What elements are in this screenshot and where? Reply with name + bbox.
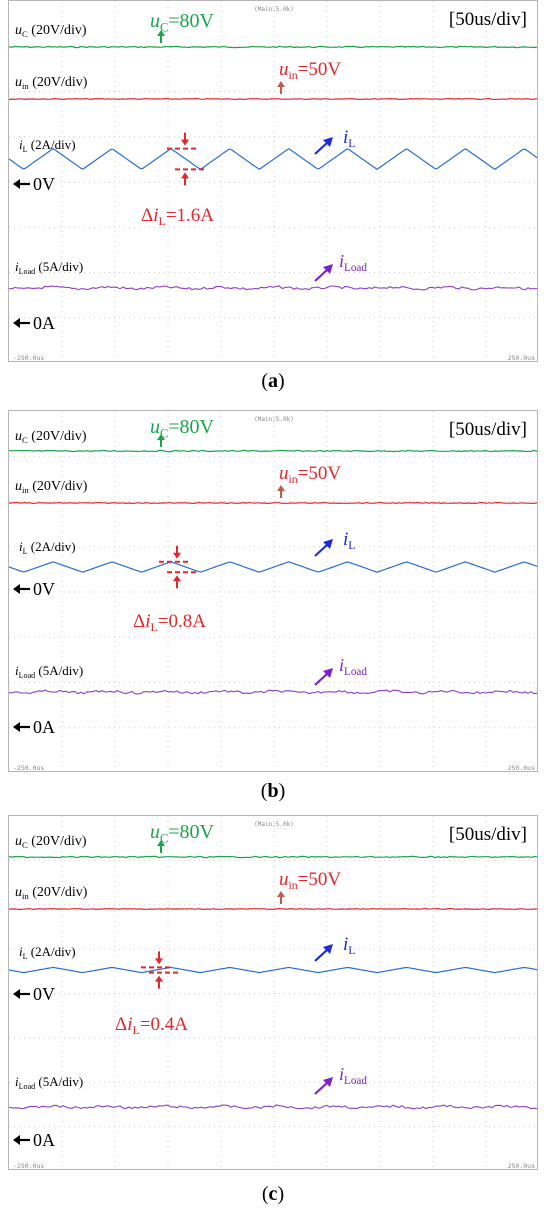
- annotation-iLoad: iLoad: [339, 251, 367, 274]
- trace-iL: [9, 147, 537, 171]
- panel-b: (Main:5.0k) -250.0us 250.0us [50us/div] uC (…: [8, 410, 538, 815]
- scope-screen-c: (Main:5.0k) -250.0us 250.0us [50us/div] uC (…: [8, 815, 538, 1170]
- timebase-label: [50us/div]: [449, 9, 527, 30]
- trace-uC: [9, 45, 537, 49]
- annotation-iLoad: iLoad: [339, 655, 367, 678]
- ripple-arrow-up: [181, 172, 189, 186]
- caption-letter: b: [267, 780, 279, 802]
- timebase-label: [50us/div]: [449, 824, 527, 845]
- arrow-uin: [277, 81, 285, 94]
- ripple-arrow-down: [181, 132, 189, 146]
- ripple-arrow-up: [173, 575, 181, 589]
- trace-uC: [9, 449, 537, 453]
- panel-c: (Main:5.0k) -250.0us 250.0us [50us/div] uC (…: [8, 815, 538, 1218]
- panel-a: (Main:5.0k) -250.0us 250.0us [50us/div] uC (…: [8, 0, 538, 405]
- scope-screen-b: (Main:5.0k) -250.0us 250.0us [50us/div] uC (…: [8, 410, 538, 772]
- annotation-iLoad: iLoad: [339, 1064, 367, 1087]
- label-iLoad-scale: iLoad (5A/div): [15, 1074, 83, 1091]
- ripple-arrow-down: [173, 545, 181, 559]
- zero-marker-a: 0A: [33, 717, 55, 737]
- trace-uC: [9, 855, 537, 859]
- trace-uin: [9, 907, 537, 911]
- trace-iLoad: [9, 689, 537, 695]
- zero-marker-arrow-v: [13, 179, 30, 189]
- caption-a: (a): [261, 370, 285, 392]
- annotation-uin: uin=50V: [279, 869, 341, 892]
- arrow-iL: [314, 539, 333, 557]
- header-label: (Main:5.0k): [254, 821, 294, 828]
- ripple-label: ΔiL=0.8A: [133, 611, 206, 634]
- time-start-label: -250.0us: [13, 764, 44, 772]
- scope-plot-a: (Main:5.0k) -250.0us 250.0us [50us/div] uC (…: [9, 1, 537, 362]
- label-uin-scale: uin (20V/div): [15, 75, 88, 91]
- annotation-iL: iL: [343, 934, 355, 957]
- ripple-arrow-down: [155, 951, 163, 965]
- annotation-iL: iL: [343, 127, 355, 150]
- trace-uin: [9, 501, 537, 505]
- arrow-uC: [157, 30, 165, 43]
- label-uC-scale: uC (20V/div): [15, 834, 87, 850]
- zero-marker-v: 0V: [33, 984, 55, 1004]
- trace-iL: [9, 561, 537, 573]
- annotation-uC: uC=80V: [150, 821, 215, 845]
- label-uC-scale: uC (20V/div): [15, 23, 87, 39]
- annotation-uC: uC=80V: [150, 10, 215, 34]
- label-iLoad-scale: iLoad (5A/div): [15, 259, 83, 276]
- annotation-iL: iL: [343, 529, 355, 552]
- header-label: (Main:5.0k): [254, 416, 294, 423]
- label-iL-scale: iL (2A/div): [19, 539, 76, 556]
- arrow-iLoad: [314, 1077, 333, 1095]
- arrow-iLoad: [314, 264, 333, 282]
- time-start-label: -250.0us: [13, 1162, 44, 1170]
- time-start-label: -250.0us: [13, 354, 44, 362]
- annotation-uin: uin=50V: [279, 59, 341, 82]
- time-end-label: 250.0us: [508, 1162, 535, 1170]
- time-end-label: 250.0us: [508, 764, 535, 772]
- label-uin-scale: uin (20V/div): [15, 885, 88, 901]
- timebase-label: [50us/div]: [449, 419, 527, 440]
- zero-marker-v: 0V: [33, 174, 55, 194]
- label-uin-scale: uin (20V/div): [15, 479, 88, 495]
- annotation-uin: uin=50V: [279, 463, 341, 486]
- arrow-uin: [277, 891, 285, 904]
- label-iL-scale: iL (2A/div): [19, 137, 76, 154]
- header-label: (Main:5.0k): [254, 6, 294, 13]
- trace-iLoad: [9, 285, 537, 291]
- label-uC-scale: uC (20V/div): [15, 429, 87, 445]
- grid: [9, 816, 537, 1169]
- time-end-label: 250.0us: [508, 354, 535, 362]
- trace-iLoad: [9, 1104, 537, 1110]
- label-iLoad-scale: iLoad (5A/div): [15, 663, 83, 680]
- caption-c: (c): [261, 1183, 285, 1205]
- zero-marker-a: 0A: [33, 313, 55, 333]
- arrow-iLoad: [314, 668, 333, 686]
- label-iL-scale: iL (2A/div): [19, 944, 76, 961]
- scope-screen-a: (Main:5.0k) -250.0us 250.0us [50us/div] uC (…: [8, 0, 538, 362]
- ripple-label: ΔiL=1.6A: [141, 205, 214, 228]
- trace-uin: [9, 97, 537, 101]
- zero-marker-arrow-a: [13, 722, 30, 732]
- arrow-iL: [314, 137, 333, 155]
- zero-marker-arrow-a: [13, 318, 30, 328]
- arrow-uC: [157, 434, 165, 447]
- zero-marker-arrow-a: [13, 1135, 30, 1145]
- trace-iL: [9, 966, 537, 974]
- caption-letter: a: [268, 370, 278, 392]
- ripple-label: ΔiL=0.4A: [115, 1014, 188, 1037]
- caption-letter: c: [268, 1183, 278, 1205]
- ripple-arrow-up: [155, 975, 163, 989]
- arrow-uin: [277, 485, 285, 498]
- arrow-uC: [157, 840, 165, 853]
- caption-b: (b): [260, 780, 286, 802]
- zero-marker-v: 0V: [33, 579, 55, 599]
- zero-marker-a: 0A: [33, 1130, 55, 1150]
- grid: [9, 411, 537, 771]
- scope-plot-c: (Main:5.0k) -250.0us 250.0us [50us/div] uC (…: [9, 816, 537, 1170]
- annotation-uC: uC=80V: [150, 416, 215, 440]
- zero-marker-arrow-v: [13, 584, 30, 594]
- arrow-iL: [314, 944, 333, 962]
- grid: [9, 1, 537, 361]
- scope-plot-b: (Main:5.0k) -250.0us 250.0us [50us/div] uC (…: [9, 411, 537, 772]
- zero-marker-arrow-v: [13, 989, 30, 999]
